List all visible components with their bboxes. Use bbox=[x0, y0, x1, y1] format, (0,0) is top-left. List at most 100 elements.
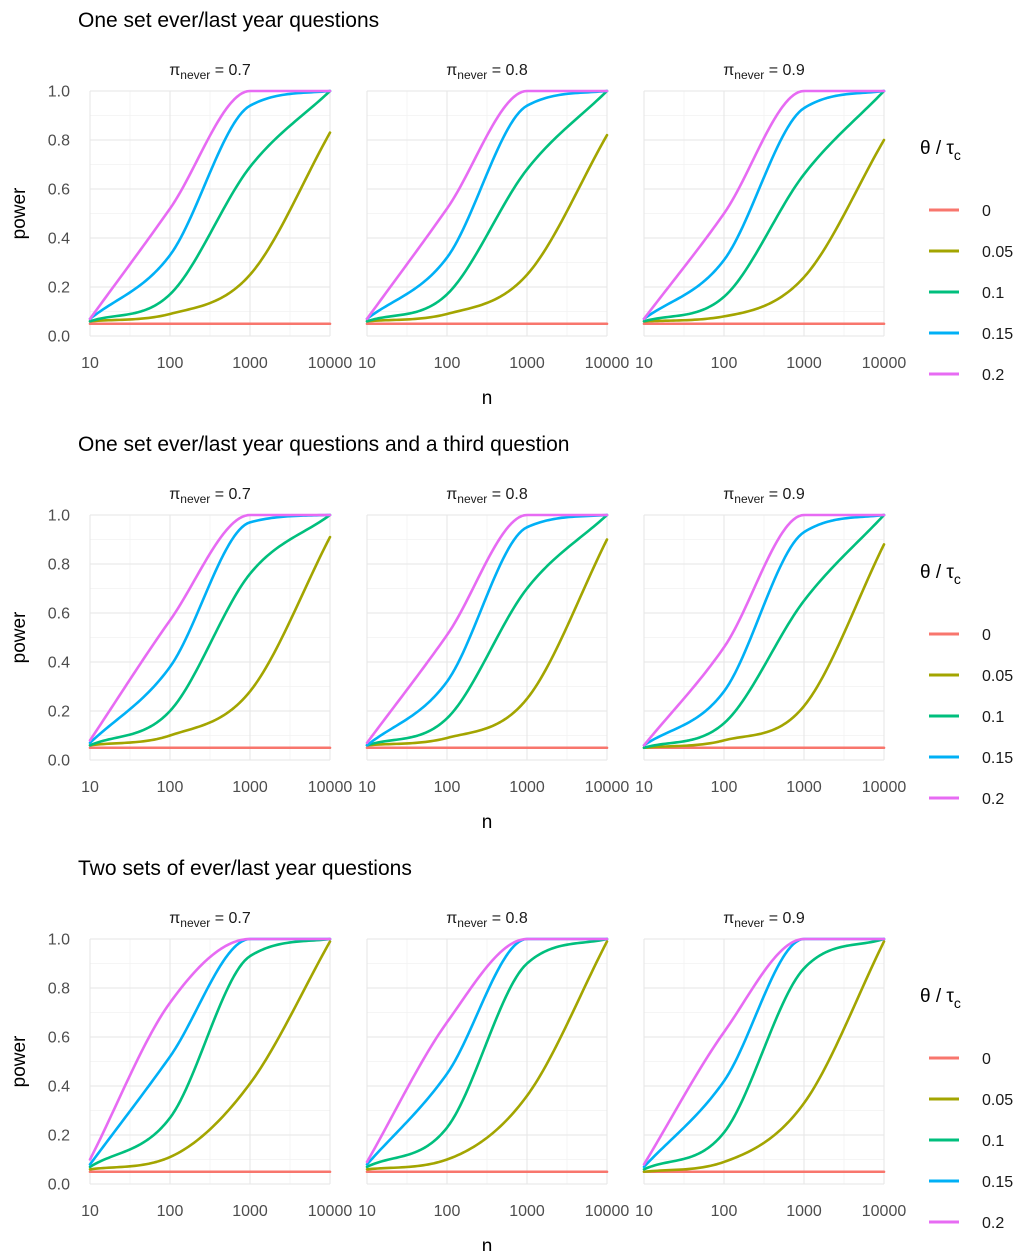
legend: θ / τc 0 0.05 0.1 0.15 0.2 bbox=[920, 986, 1013, 1232]
series-line-0_15 bbox=[365, 89, 609, 321]
facet-panel-1: πnever = 0.7 10 100 1000 10000 bbox=[81, 486, 352, 796]
facet-strip-label: πnever = 0.7 bbox=[169, 62, 251, 82]
x-tick-label: 10000 bbox=[308, 779, 353, 796]
legend: θ / τc 0 0.05 0.1 0.15 0.2 bbox=[920, 562, 1013, 808]
facet-panel-3: πnever = 0.9 10 100 1000 10000 bbox=[635, 486, 906, 796]
series-line-0_05 bbox=[642, 138, 886, 323]
series-line-0_05 bbox=[642, 543, 886, 750]
y-tick-label: 0.6 bbox=[48, 1030, 70, 1047]
series-line-0_1 bbox=[642, 937, 886, 1171]
x-tick-label: 100 bbox=[434, 779, 461, 796]
x-tick-label: 100 bbox=[711, 1203, 738, 1220]
y-tick-label: 0.6 bbox=[48, 182, 70, 199]
y-tick-label: 0.0 bbox=[48, 1177, 70, 1194]
y-tick-label: 0.4 bbox=[48, 655, 70, 672]
y-tick-label: 0.6 bbox=[48, 606, 70, 623]
legend-label: 0.15 bbox=[982, 1174, 1013, 1191]
x-tick-label: 10000 bbox=[585, 1203, 630, 1220]
x-axis-title: n bbox=[482, 388, 493, 409]
x-tick-label: 1000 bbox=[509, 1203, 545, 1220]
series-line-0_1 bbox=[88, 513, 332, 747]
facet-panel-1: πnever = 0.7 10 100 1000 10000 bbox=[81, 62, 352, 372]
legend-label: 0.05 bbox=[982, 244, 1013, 261]
series-line-0_1 bbox=[642, 513, 886, 750]
y-tick-label: 0.2 bbox=[48, 1128, 70, 1145]
facet-panel-3: πnever = 0.9 10 100 1000 10000 bbox=[635, 62, 906, 372]
x-tick-label: 10 bbox=[81, 779, 99, 796]
x-tick-label: 10 bbox=[358, 779, 376, 796]
series-line-0_15 bbox=[642, 89, 886, 321]
y-axis-title: power bbox=[9, 611, 30, 663]
x-tick-label: 10000 bbox=[862, 355, 907, 372]
x-axis-title: n bbox=[482, 1236, 493, 1251]
x-tick-label: 1000 bbox=[509, 355, 545, 372]
series-line-0_2 bbox=[365, 513, 609, 745]
facet-panel-3: πnever = 0.9 10 100 1000 10000 bbox=[635, 910, 906, 1220]
x-tick-label: 10000 bbox=[862, 779, 907, 796]
legend-label: 0.05 bbox=[982, 1092, 1013, 1109]
series-line-0_05 bbox=[88, 535, 332, 747]
chart-title: One set ever/last year questions bbox=[78, 9, 379, 32]
chart-row-2: One set ever/last year questions and a t… bbox=[9, 433, 1013, 833]
y-tick-label: 0.8 bbox=[48, 557, 70, 574]
series-line-0_1 bbox=[88, 89, 332, 323]
series-line-0_1 bbox=[365, 513, 609, 747]
x-tick-label: 100 bbox=[157, 779, 184, 796]
y-tick-label: 1.0 bbox=[48, 84, 70, 101]
x-tick-label: 10000 bbox=[862, 1203, 907, 1220]
legend-label: 0.2 bbox=[982, 1215, 1004, 1232]
y-tick-label: 1.0 bbox=[48, 508, 70, 525]
legend-label: 0 bbox=[982, 203, 991, 220]
x-tick-label: 10000 bbox=[585, 779, 630, 796]
series-line-0_15 bbox=[88, 89, 332, 321]
series-line-0_1 bbox=[642, 89, 886, 323]
series-line-0_05 bbox=[642, 940, 886, 1174]
series-line-0_2 bbox=[88, 937, 332, 1161]
series-line-0_1 bbox=[365, 937, 609, 1169]
y-tick-label: 0.0 bbox=[48, 753, 70, 770]
series-line-0_05 bbox=[365, 538, 609, 747]
facet-strip-label: πnever = 0.9 bbox=[723, 910, 805, 930]
x-tick-label: 10 bbox=[635, 355, 653, 372]
series-line-0_1 bbox=[88, 937, 332, 1169]
legend-title: θ / τc bbox=[920, 986, 961, 1011]
series-line-0_05 bbox=[88, 940, 332, 1171]
series-line-0_15 bbox=[642, 513, 886, 747]
legend-label: 0.1 bbox=[982, 709, 1004, 726]
x-tick-label: 10000 bbox=[308, 355, 353, 372]
legend-label: 0.1 bbox=[982, 1133, 1004, 1150]
series-line-0_05 bbox=[365, 133, 609, 323]
y-tick-label: 0.2 bbox=[48, 704, 70, 721]
x-tick-label: 100 bbox=[711, 779, 738, 796]
series-line-0_2 bbox=[642, 937, 886, 1166]
chart-title: Two sets of ever/last year questions bbox=[78, 857, 412, 880]
x-tick-label: 10 bbox=[358, 355, 376, 372]
x-tick-label: 10 bbox=[81, 355, 99, 372]
y-tick-label: 0.2 bbox=[48, 280, 70, 297]
x-tick-label: 100 bbox=[434, 1203, 461, 1220]
series-line-0_2 bbox=[88, 89, 332, 321]
series-line-0_05 bbox=[365, 940, 609, 1171]
facet-strip-label: πnever = 0.9 bbox=[723, 486, 805, 506]
y-tick-label: 0.4 bbox=[48, 231, 70, 248]
x-tick-label: 1000 bbox=[232, 779, 268, 796]
y-axis-title: power bbox=[9, 1035, 30, 1087]
x-axis-title: n bbox=[482, 812, 493, 833]
legend-label: 0.2 bbox=[982, 791, 1004, 808]
x-tick-label: 1000 bbox=[232, 1203, 268, 1220]
y-tick-label: 0.0 bbox=[48, 329, 70, 346]
y-tick-label: 0.8 bbox=[48, 133, 70, 150]
legend-label: 0.15 bbox=[982, 326, 1013, 343]
facet-panel-1: πnever = 0.7 10 100 1000 10000 bbox=[81, 910, 352, 1220]
x-tick-label: 10000 bbox=[308, 1203, 353, 1220]
series-line-0_1 bbox=[365, 89, 609, 323]
y-tick-label: 1.0 bbox=[48, 932, 70, 949]
x-tick-label: 100 bbox=[157, 355, 184, 372]
series-line-0_2 bbox=[365, 937, 609, 1164]
facet-strip-label: πnever = 0.8 bbox=[446, 910, 528, 930]
facet-panel-2: πnever = 0.8 10 100 1000 10000 bbox=[358, 62, 629, 372]
legend-label: 0.2 bbox=[982, 367, 1004, 384]
facet-strip-label: πnever = 0.7 bbox=[169, 910, 251, 930]
x-tick-label: 1000 bbox=[509, 779, 545, 796]
